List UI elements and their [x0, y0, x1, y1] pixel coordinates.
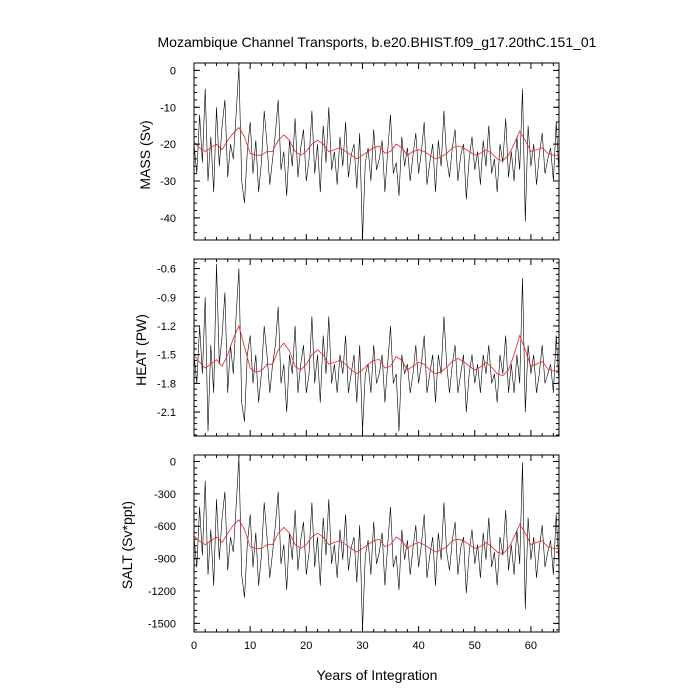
x-tick-label: 30	[356, 640, 368, 652]
smoothed-series-line	[193, 126, 559, 162]
y-tick-label: -10	[160, 102, 176, 114]
smoothed-series-line	[193, 324, 559, 377]
y-tick-label: 0	[170, 456, 176, 468]
raw-series-line	[193, 263, 560, 432]
salt-panel: SALT (Sv*ppt) 0 -300 -600 -900 -1200 -1500 0 10…	[119, 454, 560, 652]
x-tick-label: 50	[469, 640, 481, 652]
chart-title: Mozambique Channel Transports, b.e20.BHI…	[158, 34, 597, 50]
y-tick-label: -1500	[148, 618, 176, 630]
y-tick-label: -30	[160, 176, 176, 188]
y-tick-label: -1.2	[157, 321, 176, 333]
x-tick-label: 40	[412, 640, 424, 652]
y-tick-label: -1.5	[157, 350, 176, 362]
y-tick-label: -0.6	[157, 264, 176, 276]
heat-ylabel: HEAT (PW)	[133, 314, 149, 386]
x-tick-label: 0	[191, 640, 197, 652]
plot-frame	[193, 62, 560, 241]
y-tick-label: -2.1	[157, 407, 176, 419]
salt-ylabel: SALT (Sv*ppt)	[119, 501, 135, 589]
plot-frame	[193, 258, 560, 437]
smoothed-series-line	[193, 519, 559, 555]
y-tick-label: -600	[154, 521, 176, 533]
plot-frame	[193, 454, 560, 633]
y-tick-label: -40	[160, 213, 176, 225]
raw-series-line	[193, 457, 560, 630]
x-tick-label: 60	[525, 640, 537, 652]
x-tick-label: 20	[300, 640, 312, 652]
y-tick-label: -300	[154, 489, 176, 501]
y-tick-label: -20	[160, 139, 176, 151]
y-tick-label: 0	[170, 65, 176, 77]
y-tick-label: -900	[154, 554, 176, 566]
y-tick-label: -0.9	[157, 292, 176, 304]
y-tick-label: -1.8	[157, 378, 176, 390]
mass-ylabel: MASS (Sv)	[137, 120, 153, 189]
heat-panel: HEAT (PW) -0.6 -0.9 -1.2 -1.5 -1.8 -2.1	[133, 258, 560, 437]
raw-series-line	[193, 66, 560, 241]
x-axis-label: Years of Integration	[317, 667, 438, 683]
mass-panel: MASS (Sv) 0 -10 -20 -30 -40	[137, 62, 560, 241]
y-tick-label: -1200	[148, 586, 176, 598]
x-tick-label: 10	[244, 640, 256, 652]
